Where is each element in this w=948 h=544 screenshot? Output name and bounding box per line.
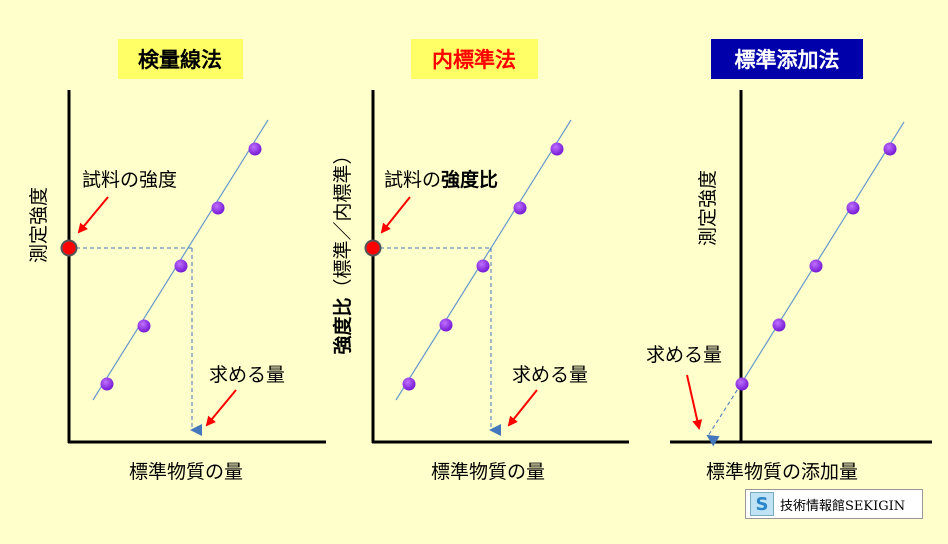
s-logo-icon: S — [750, 492, 774, 516]
panel-standard-addition: 標準添加法 求める量 測定強度 標準物質の添加量 — [646, 39, 932, 483]
data-point — [735, 377, 749, 391]
watermark: S 技術情報館SEKIGIN — [745, 489, 923, 519]
data-point — [100, 377, 114, 391]
panel-1-answer-label: 求める量 — [209, 364, 285, 386]
panel-3-answer-arrow — [686, 374, 703, 430]
panel-1-x-label: 標準物質の量 — [129, 461, 243, 483]
panel-3-title-bg — [711, 39, 863, 79]
data-point — [439, 318, 453, 332]
panel-2-answer-arrow — [507, 389, 538, 427]
data-point — [174, 259, 188, 273]
panel-1-y-label: 測定強度 — [28, 187, 50, 263]
data-point — [883, 142, 897, 156]
sample-point — [60, 239, 78, 257]
panel-3-x-label: 標準物質の添加量 — [706, 461, 858, 483]
panel-1-sample-label: 試料の強度 — [82, 169, 177, 191]
panel-2-title-bg — [411, 39, 538, 79]
data-point — [211, 201, 225, 215]
panel-2-x-label: 標準物質の量 — [431, 461, 545, 483]
panel-1-title: 検量線法 — [138, 48, 222, 72]
data-point — [772, 318, 786, 332]
panel-2-sample-label: 試料の強度比 — [384, 168, 498, 191]
panel-internal-standard: 内標準法 試料の強度比 求める量 強度比（標準／内標準） 標準物質の量 — [331, 39, 629, 483]
data-point — [402, 377, 416, 391]
panel-2-y-label: 強度比（標準／内標準） — [331, 145, 354, 354]
watermark-text: 技術情報館SEKIGIN — [780, 498, 906, 514]
sample-point — [364, 239, 382, 257]
panel-2-answer-label: 求める量 — [512, 364, 588, 386]
panel-calibration-curve: 検量線法 試料の強度 求める量 測定強度 標準物質の量 — [28, 39, 326, 483]
panel-3-title: 標準添加法 — [735, 48, 840, 72]
panel-3-y-label: 測定強度 — [697, 170, 719, 246]
data-point — [846, 201, 860, 215]
panel-1-answer-arrow — [205, 389, 237, 427]
panel-3-extrapolation — [706, 383, 742, 447]
panel-2-sample-arrow — [380, 196, 411, 234]
panel-2-title: 内標準法 — [432, 48, 516, 72]
data-point — [476, 259, 490, 273]
data-point — [809, 259, 823, 273]
data-point — [550, 142, 564, 156]
panel-1-title-bg — [118, 39, 243, 79]
panel-3-fit-line — [740, 121, 905, 385]
data-point — [248, 142, 262, 156]
data-point — [137, 319, 151, 333]
panel-3-answer-label: 求める量 — [646, 344, 722, 366]
panel-1-sample-arrow — [77, 196, 109, 234]
data-point — [513, 201, 527, 215]
